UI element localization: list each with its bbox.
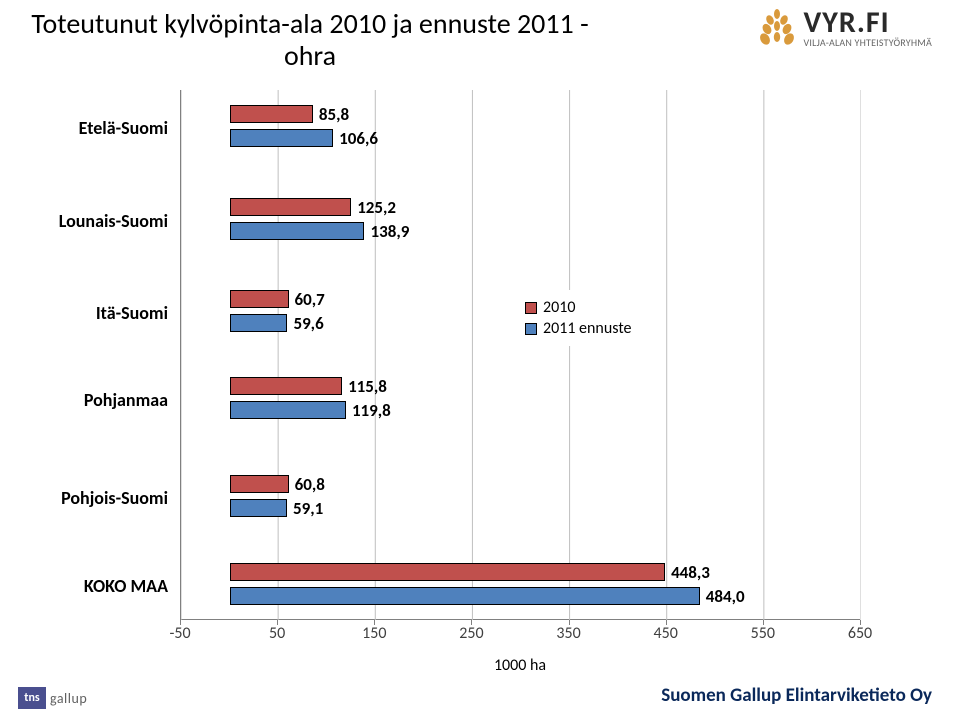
- x-axis-title: 1000 ha: [494, 656, 546, 675]
- bar-ita-v2010: [230, 290, 289, 308]
- bar-value-label: 59,6: [293, 313, 323, 334]
- bar-pohjan-v2010: [230, 377, 342, 395]
- bar-lounais-v2010: [230, 198, 352, 216]
- bar-pohjan-v2011: [230, 401, 346, 419]
- x-tick-label: -50: [169, 624, 190, 643]
- category-label-koko: KOKO MAA: [84, 575, 168, 597]
- x-tick-label: 350: [556, 624, 580, 643]
- legend-swatch: [525, 323, 537, 335]
- bar-value-label: 85,8: [319, 104, 349, 125]
- bar-value-label: 106,6: [339, 128, 378, 149]
- bar-pohjois-v2011: [230, 499, 287, 517]
- plot-area: 85,8 106,6 125,2 138,9 60,7 59,6 115,8 119,8 60,…: [180, 90, 860, 620]
- gridlines: [181, 90, 861, 620]
- bar-pohjois-v2010: [230, 475, 289, 493]
- bar-value-label: 125,2: [357, 197, 396, 218]
- wheat-icon: [756, 6, 798, 50]
- bar-value-label: 119,8: [352, 400, 391, 421]
- x-tick-label: 550: [751, 624, 775, 643]
- bar-etela-v2010: [230, 105, 313, 123]
- category-label-pohjan: Pohjanmaa: [84, 389, 168, 411]
- legend-swatch: [525, 302, 537, 314]
- x-tick-label: 150: [362, 624, 386, 643]
- legend-item: 2011 ennuste: [525, 319, 631, 338]
- bar-value-label: 59,1: [293, 498, 323, 519]
- bar-value-label: 138,9: [371, 221, 410, 242]
- bar-value-label: 60,7: [295, 289, 325, 310]
- logo-subtitle: VILJA-ALAN YHTEISTYÖRYHMÄ: [804, 38, 932, 48]
- bar-value-label: 448,3: [671, 562, 710, 583]
- bar-lounais-v2011: [230, 222, 365, 240]
- bar-ita-v2011: [230, 314, 288, 332]
- logo-name: VYR.FI: [804, 8, 932, 38]
- tns-box: tns: [18, 687, 46, 709]
- chart-title: Toteutunut kylvöpinta-ala 2010 ja ennust…: [30, 8, 590, 72]
- footer-attribution: Suomen Gallup Elintarviketieto Oy: [661, 684, 932, 707]
- chart-area: 85,8 106,6 125,2 138,9 60,7 59,6 115,8 119,8 60,…: [180, 90, 860, 650]
- legend-item: 2010: [525, 298, 631, 317]
- x-tick-label: 250: [459, 624, 483, 643]
- category-label-lounais: Lounais-Suomi: [59, 210, 168, 232]
- bar-koko-v2010: [230, 563, 665, 581]
- tns-gallup-logo: tns gallup: [18, 687, 87, 709]
- bar-value-label: 484,0: [706, 586, 745, 607]
- category-label-pohjois: Pohjois-Suomi: [61, 487, 168, 509]
- legend-label: 2011 ennuste: [543, 319, 631, 338]
- vyr-logo: VYR.FI VILJA-ALAN YHTEISTYÖRYHMÄ: [756, 6, 932, 50]
- category-label-etela: Etelä-Suomi: [79, 117, 168, 139]
- bar-value-label: 115,8: [348, 376, 387, 397]
- bar-value-label: 60,8: [295, 474, 325, 495]
- x-tick-label: 650: [848, 624, 872, 643]
- gallup-text: gallup: [50, 690, 87, 707]
- legend: 2010 2011 ennuste: [515, 290, 641, 346]
- legend-label: 2010: [543, 298, 575, 317]
- category-label-ita: Itä-Suomi: [96, 302, 168, 324]
- x-tick-label: 50: [269, 624, 285, 643]
- bar-etela-v2011: [230, 129, 334, 147]
- x-tick-label: 450: [654, 624, 678, 643]
- bar-koko-v2011: [230, 587, 700, 605]
